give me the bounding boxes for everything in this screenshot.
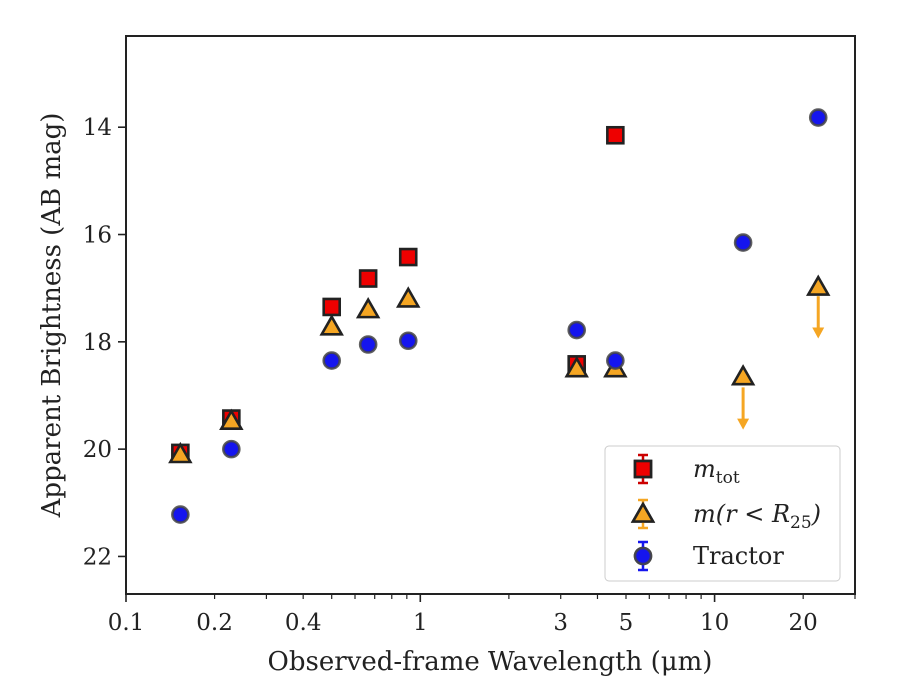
point-circle [567,320,587,340]
point-triangle-marker [564,356,589,378]
legend-marker-circle [633,546,653,566]
point-square-marker [398,247,418,267]
legend-label-circle: Tractor [693,542,784,570]
point-circle-marker [733,233,753,252]
legend-marker-square-marker [633,459,653,479]
point-circle [322,351,342,370]
point-square [358,269,378,288]
point-triangle [355,297,381,319]
y-axis-ticks: 14 16 18 20 22 [83,115,126,570]
point-triangle [219,408,244,431]
x-tick-label: 3 [553,610,568,636]
point-circle-marker [222,439,241,459]
point-triangle [395,286,421,308]
point-circle [808,108,828,127]
point-triangle-marker [219,408,244,431]
point-circle-marker [322,351,342,370]
x-axis-ticks: 0.1 0.2 0.4 1 3 5 10 20 [108,594,856,636]
arrow-head [737,418,750,430]
point-triangle-marker [319,314,344,336]
x-tick-label: 10 [700,610,729,636]
data-points [168,108,831,524]
point-triangle-marker [805,274,831,296]
plot-frame [125,35,856,595]
legend-marker-triangle-marker [630,501,656,523]
legend-label-square: mtot [693,455,740,488]
point-circle-marker [358,335,378,354]
legend-marker-circle-marker [633,546,653,566]
x-tick-label: 0.4 [285,610,322,636]
point-circle-marker [398,331,418,351]
point-square-marker [322,297,342,317]
legend-label-triangle: m(r < R25) [693,500,821,533]
legend-box [604,445,841,582]
series-circle [171,108,828,524]
point-square [398,247,418,267]
y-tick-label: 14 [83,115,112,141]
point-square-marker [358,269,378,288]
x-tick-label: 0.1 [108,610,145,636]
point-triangle [168,441,193,464]
x-tick-label: 5 [619,610,634,636]
upper-limit-arrows [737,296,825,430]
point-circle-marker [606,351,625,370]
legend-marker-square [633,459,653,479]
y-tick-label: 22 [83,544,112,570]
point-circle [358,335,378,354]
y-axis-label: Apparent Brightness (AB mag) [37,113,67,519]
y-tick-label: 18 [83,330,112,356]
point-circle [222,439,241,459]
point-triangle [805,274,831,296]
point-triangle [730,364,756,386]
x-tick-label: 0.2 [196,610,233,636]
series-triangle [168,274,831,464]
point-circle [733,233,753,252]
point-triangle-marker [730,364,756,386]
point-circle-marker [808,108,828,127]
upper-limit-arrow [812,296,825,339]
legend-marker-triangle [630,501,656,523]
point-square-marker [606,125,625,145]
point-circle [171,505,190,524]
upper-limit-arrow [737,387,750,430]
point-triangle-marker [355,297,381,319]
x-tick-label: 1 [413,610,428,636]
point-circle [606,351,625,370]
point-square [322,297,342,317]
series-square [171,125,625,463]
y-tick-label: 20 [83,437,112,463]
y-tick-label: 16 [83,223,112,249]
x-tick-label: 20 [789,610,818,636]
point-triangle-marker [168,441,193,464]
point-triangle-marker [395,286,421,308]
arrow-head [812,327,825,339]
legend: mtot m(r < R25) Tractor [604,445,841,582]
point-circle-marker [171,505,190,524]
point-circle [398,331,418,351]
point-circle-marker [567,320,587,340]
point-square [606,125,625,145]
point-triangle [564,356,589,378]
x-axis-label: Observed-frame Wavelength (μm) [268,647,713,677]
point-triangle [319,314,344,336]
